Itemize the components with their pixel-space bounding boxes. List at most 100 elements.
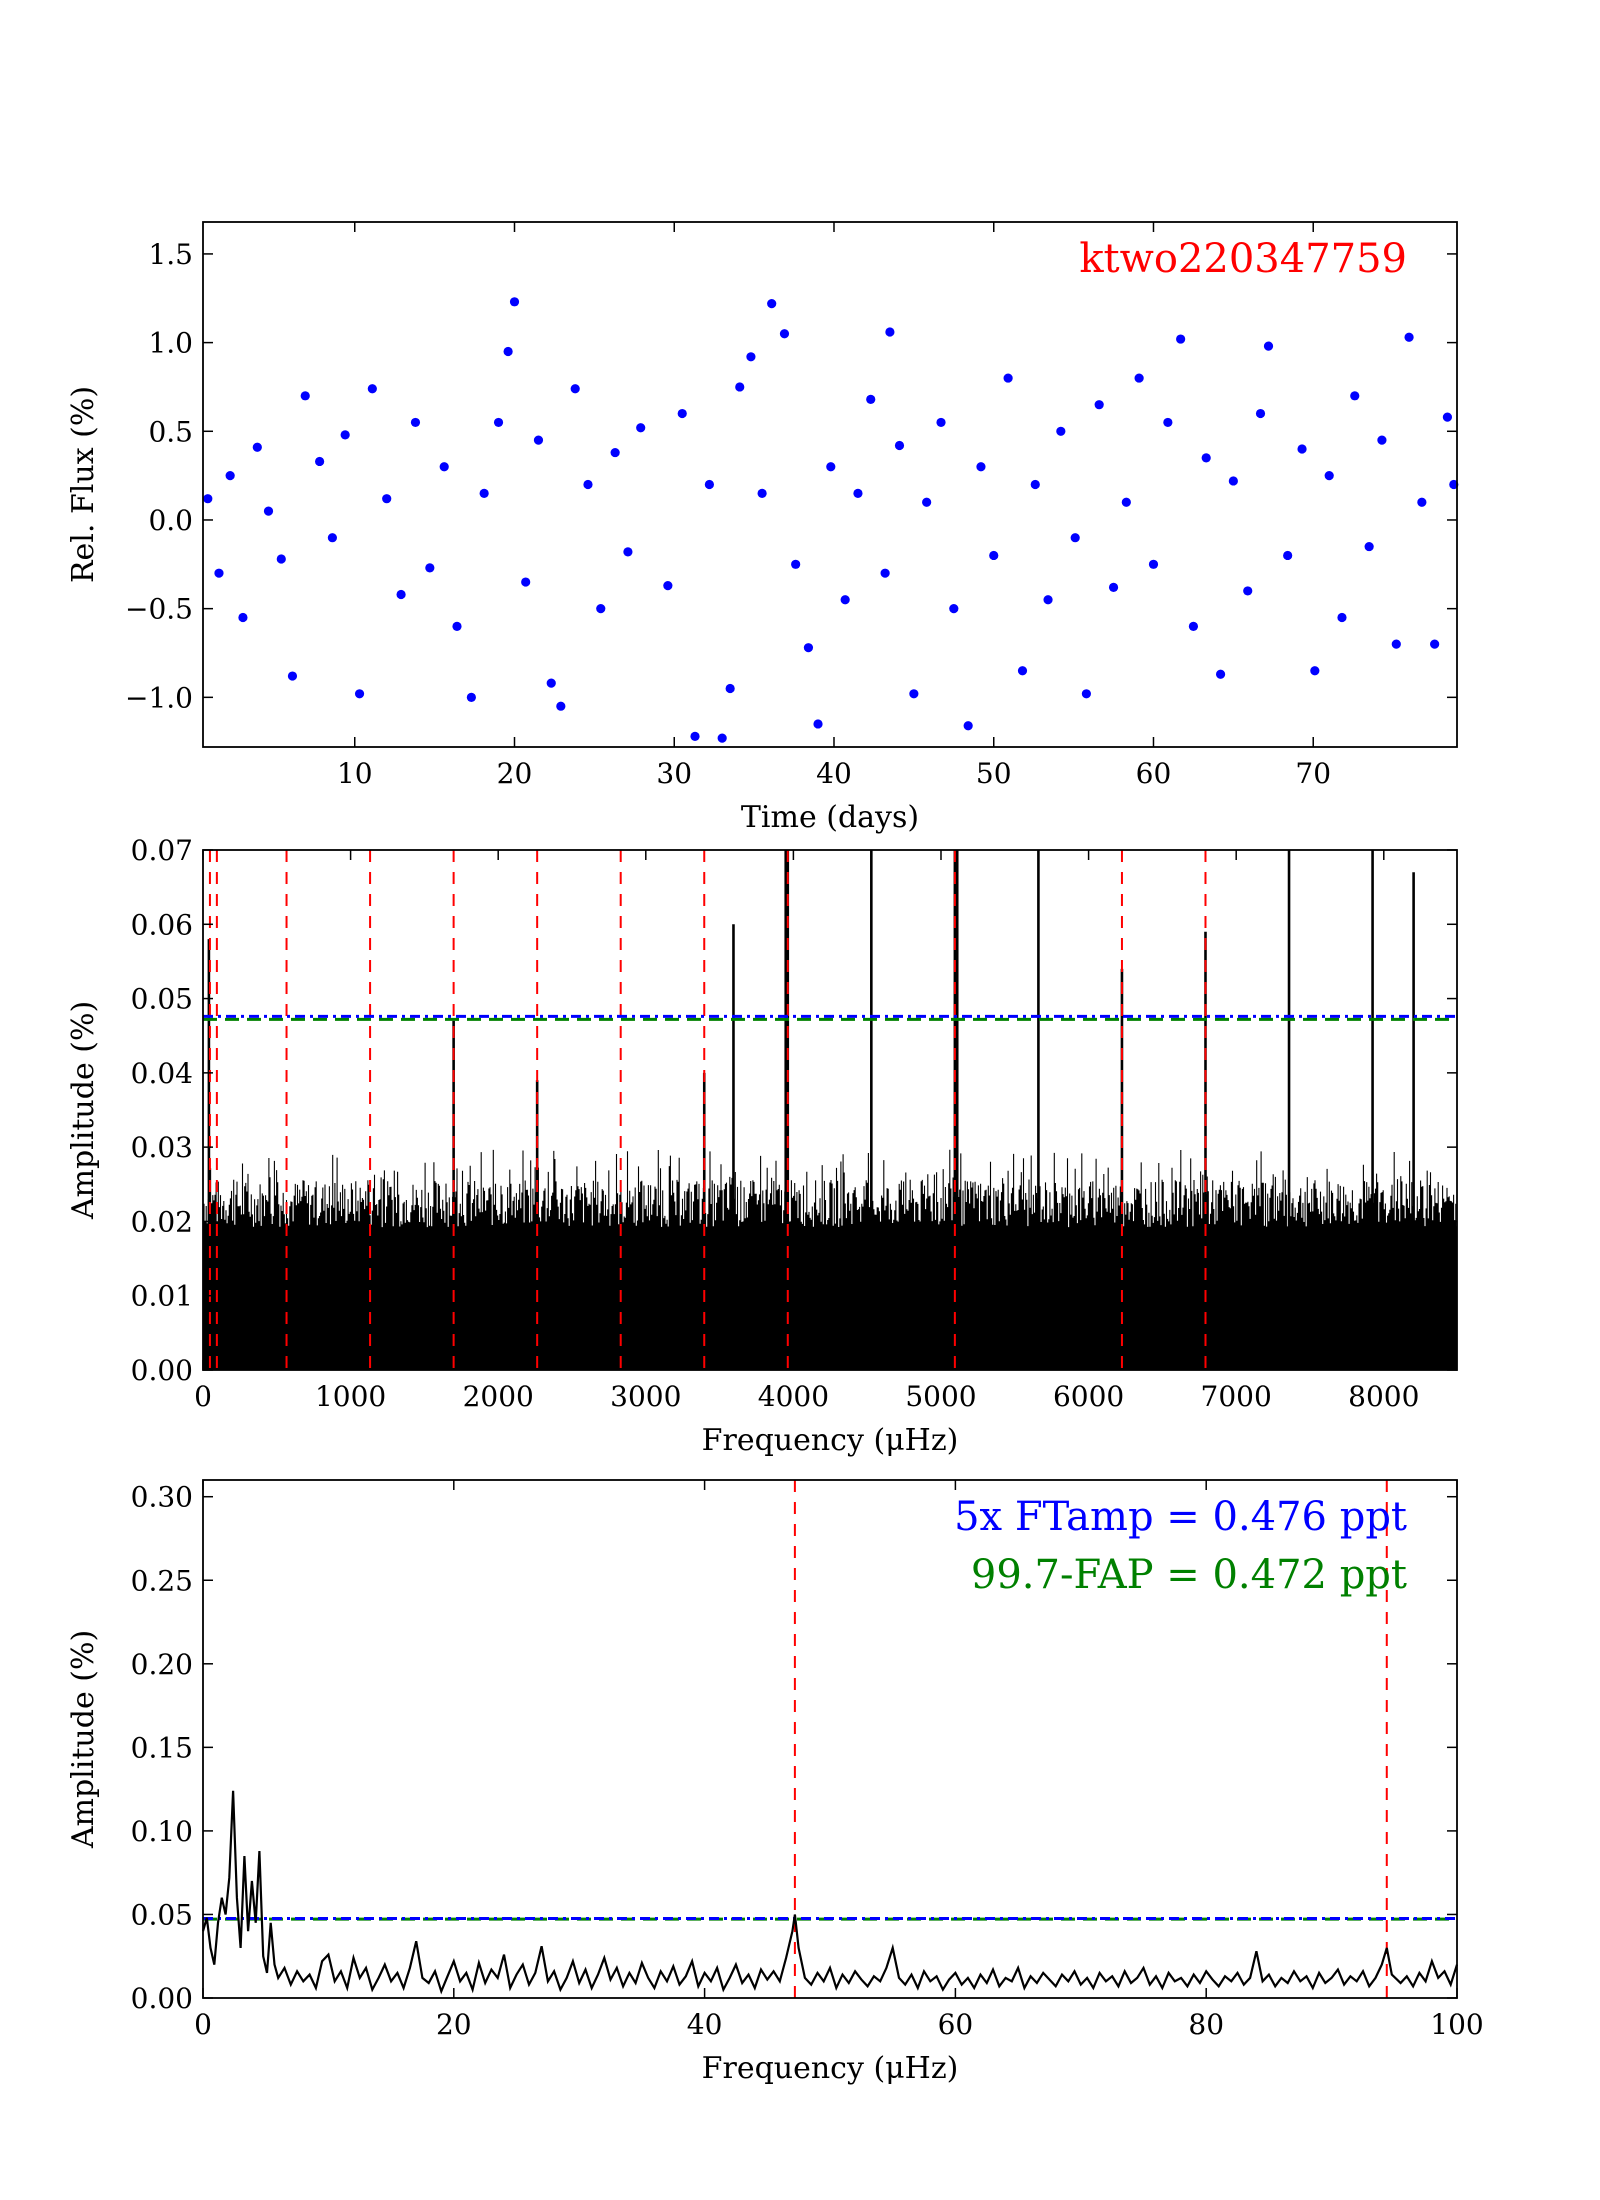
flux-point	[1430, 639, 1440, 649]
flux-point	[922, 497, 932, 507]
flux-point	[300, 391, 310, 401]
noise-band	[203, 1149, 1458, 1370]
flux-point	[704, 479, 714, 490]
star-id-annotation: ktwo220347759	[1079, 236, 1407, 282]
flux-point	[1283, 550, 1293, 561]
y-tick-label: 0.10	[131, 1815, 193, 1848]
x-tick-label: 0	[194, 2008, 212, 2041]
flux-point	[853, 488, 863, 498]
flux-point	[1417, 497, 1427, 507]
spectrum-line	[201, 1790, 1459, 1995]
zoom-periodogram-x-axis-label: Frequency (μHz)	[702, 2051, 959, 2086]
flux-point	[263, 506, 274, 516]
flux-point	[677, 408, 687, 419]
flux-point	[767, 298, 777, 309]
flux-point	[1350, 391, 1360, 401]
y-tick-label: 0.20	[131, 1648, 193, 1681]
flux-point	[382, 494, 392, 504]
flux-point	[556, 701, 566, 711]
flux-point	[936, 417, 946, 428]
flux-point	[1043, 595, 1053, 605]
x-tick-label: 40	[687, 2008, 723, 2041]
flux-point	[1201, 453, 1211, 463]
light-curve-x-axis-label: Time (days)	[741, 800, 919, 835]
zoom-periodogram-panel: 0 20 40 60 80 100 0.00 0.05 0.10 0.15 0.20 0.25 0.30…	[66, 1479, 1484, 2086]
y-tick-label: 0.30	[131, 1481, 193, 1514]
y-tick-label: 0.02	[131, 1205, 193, 1238]
flux-point	[546, 678, 556, 688]
x-tick-label: 6000	[1053, 1380, 1124, 1413]
flux-point	[466, 692, 476, 702]
y-tick-label: 0.05	[131, 1898, 193, 1931]
flux-point	[1255, 408, 1266, 419]
flux-point	[1324, 471, 1334, 481]
flux-point	[803, 643, 814, 653]
full-periodogram-ticks: 0 1000 2000 3000 4000 5000 6000 7000 8000 0.00 0.0…	[131, 834, 1457, 1413]
flux-point	[1003, 373, 1013, 383]
flux-point	[596, 604, 606, 614]
x-tick-label: 4000	[758, 1380, 829, 1413]
x-tick-label: 8000	[1348, 1380, 1419, 1413]
x-tick-label: 70	[1295, 757, 1331, 790]
flux-point	[1377, 435, 1387, 445]
flux-point	[203, 494, 213, 504]
flux-point	[725, 683, 735, 694]
flux-point	[521, 577, 531, 587]
flux-point	[1108, 582, 1119, 592]
x-tick-label: 50	[976, 757, 1012, 790]
flux-point	[717, 733, 727, 743]
y-tick-label: 0.07	[131, 834, 193, 867]
flux-point	[735, 382, 745, 392]
y-tick-label: 1.5	[148, 238, 193, 271]
y-tick-label: 0.15	[131, 1731, 193, 1764]
flux-point	[963, 721, 973, 731]
x-tick-label: 60	[938, 2008, 974, 2041]
zoom-periodogram-spectrum	[201, 1790, 1459, 1995]
flux-point	[1228, 476, 1238, 486]
light-curve-points	[203, 297, 1459, 743]
x-tick-label: 20	[497, 757, 533, 790]
x-tick-label: 7000	[1201, 1380, 1272, 1413]
y-tick-label: 0.00	[131, 1982, 193, 2015]
y-tick-label: −0.5	[125, 593, 193, 626]
flux-point	[1215, 669, 1226, 679]
flux-point	[1176, 334, 1186, 344]
flux-point	[885, 327, 895, 337]
y-tick-label: 0.0	[148, 504, 193, 537]
x-tick-label: 20	[436, 2008, 472, 2041]
zoom-periodogram-thresholds	[203, 1916, 1457, 1921]
flux-point	[509, 297, 520, 307]
flux-point	[225, 471, 235, 481]
flux-point	[1364, 541, 1374, 552]
y-tick-label: 0.05	[131, 983, 193, 1016]
threshold-5x-ftamp-label: 5x FTamp = 0.476 ppt	[954, 1494, 1407, 1540]
y-tick-label: −1.0	[125, 681, 193, 714]
flux-point	[425, 563, 435, 573]
flux-point	[583, 479, 593, 490]
flux-point	[1134, 373, 1144, 383]
flux-point	[287, 671, 298, 681]
y-tick-label: 0.03	[131, 1131, 193, 1164]
x-tick-label: 5000	[905, 1380, 976, 1413]
light-curve-y-axis-label: Rel. Flux (%)	[66, 386, 101, 583]
flux-point	[503, 346, 513, 357]
flux-point	[238, 612, 248, 623]
flux-point	[533, 435, 544, 445]
flux-point	[1188, 621, 1199, 631]
flux-point	[340, 430, 350, 440]
y-tick-label: 0.04	[131, 1057, 193, 1090]
flux-point	[354, 689, 365, 699]
x-tick-label: 40	[816, 757, 852, 790]
x-tick-label: 80	[1188, 2008, 1224, 2041]
flux-point	[1148, 559, 1159, 569]
flux-point	[976, 462, 986, 472]
flux-point	[1121, 497, 1131, 507]
flux-point	[1337, 612, 1347, 623]
flux-point	[396, 589, 406, 600]
y-tick-label: 0.25	[131, 1564, 193, 1597]
full-periodogram-frame	[202, 849, 1458, 1371]
flux-point	[570, 384, 580, 394]
flux-point	[1391, 639, 1401, 649]
flux-point	[1070, 533, 1080, 543]
